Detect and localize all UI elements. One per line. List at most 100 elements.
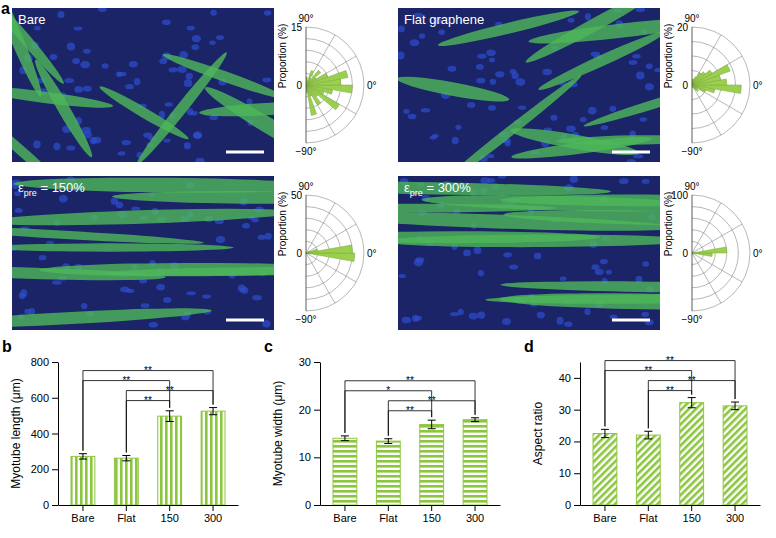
nucleus <box>162 19 171 25</box>
radial-axis-line <box>306 195 307 311</box>
y-tick-mark <box>314 410 320 411</box>
nucleus <box>242 223 250 229</box>
grid-spoke <box>692 253 742 282</box>
nucleus <box>195 158 204 162</box>
scale-bar <box>226 151 264 154</box>
y-tick-mark <box>574 473 580 474</box>
grid-spoke <box>692 224 742 253</box>
x-tick: Flat <box>117 505 135 524</box>
bar <box>463 420 487 505</box>
bar <box>636 435 660 505</box>
nucleus <box>186 73 193 80</box>
grid-spoke <box>692 203 721 253</box>
nucleus <box>163 138 170 142</box>
wedge <box>692 65 730 85</box>
x-tick-label: Flat <box>639 512 657 524</box>
nucleus <box>518 106 526 110</box>
x-tick: 300 <box>204 505 222 524</box>
nucleus <box>476 78 485 84</box>
myotube <box>12 206 274 229</box>
nucleus <box>455 125 461 130</box>
x-tick: Bare <box>593 505 616 524</box>
grid-circle <box>306 50 341 120</box>
error-bar <box>341 436 349 441</box>
y-tick-mark <box>52 398 58 399</box>
wedge <box>692 77 696 85</box>
bar <box>158 416 182 505</box>
radial-axis-title: Proportion (%) <box>663 192 674 256</box>
y-tick-label: 800 <box>31 356 49 368</box>
y-tick-label: 0 <box>43 499 49 511</box>
nucleus <box>398 51 404 59</box>
significance-bracket <box>605 371 692 427</box>
x-tick: Bare <box>333 505 356 524</box>
significance-label: ** <box>122 375 130 386</box>
wedges <box>692 65 741 94</box>
grid-circle <box>692 195 750 311</box>
nucleus <box>629 60 638 65</box>
nucleus <box>39 255 47 260</box>
micrograph <box>398 176 660 330</box>
nucleus <box>238 285 246 293</box>
nucleus <box>403 109 409 114</box>
image-label: Flat graphene <box>404 12 484 27</box>
nucleus <box>80 61 90 68</box>
y-tick-mark <box>52 434 58 435</box>
myotube <box>509 123 640 160</box>
nucleus <box>495 71 504 77</box>
x-tick-label: 150 <box>423 512 441 524</box>
significance: ******** <box>605 355 735 429</box>
micrograph <box>12 176 274 330</box>
grid-circle <box>692 27 750 143</box>
y-tick-label: 0 <box>305 499 311 511</box>
nucleus <box>129 61 138 68</box>
y-axis-line <box>320 363 321 506</box>
myotube <box>434 71 585 162</box>
image-label-subscript: pre <box>410 188 423 198</box>
y-axis-title: Myotube length (μm) <box>9 378 23 488</box>
x-tick: Flat <box>639 505 657 524</box>
y-axis: 010203040 <box>559 363 581 512</box>
nucleus <box>432 134 439 138</box>
radial-tick-label: 0 <box>296 248 302 259</box>
x-axis: Bare Flat 150 300 <box>59 505 239 524</box>
significance-bracket <box>126 401 169 453</box>
y-tick: 10 <box>299 451 320 463</box>
image-label-subscript: pre <box>24 188 37 198</box>
x-tick-label: 300 <box>466 512 484 524</box>
panel-a-3: εpre = 300%0100Proportion (%)90°0°−90° <box>248 174 776 330</box>
nucleus <box>580 117 587 122</box>
nucleus <box>57 11 64 18</box>
nucleus <box>627 159 636 162</box>
grid-circle <box>306 39 352 132</box>
nucleus <box>487 178 495 183</box>
x-tick: 150 <box>161 505 179 524</box>
x-tick-mark <box>648 505 649 511</box>
significance-label: * <box>386 385 390 396</box>
bar <box>723 406 747 505</box>
x-axis: BareFlat150300 <box>321 505 501 524</box>
image-label: εpre = 300% <box>404 180 471 198</box>
nucleus <box>463 250 471 257</box>
grid-spoke <box>306 85 335 135</box>
significance-label: ** <box>144 365 152 376</box>
nucleus <box>410 39 420 46</box>
myotube <box>582 77 660 130</box>
nucleus <box>488 105 496 111</box>
nucleus <box>633 154 643 158</box>
nucleus <box>469 313 478 320</box>
nucleus <box>125 84 134 89</box>
myotube <box>12 243 234 251</box>
nucleus <box>542 69 552 75</box>
y-tick-label: 30 <box>299 356 311 368</box>
x-tick-mark <box>82 505 83 511</box>
nucleus <box>509 264 518 269</box>
radial-tick-label: 0 <box>296 80 302 91</box>
nucleus <box>126 289 135 293</box>
nucleus <box>636 72 645 80</box>
nucleus <box>50 54 58 60</box>
x-tick-label: Bare <box>71 512 94 524</box>
x-tick-label: Flat <box>117 512 135 524</box>
y-axis-line <box>580 363 581 506</box>
angle-tick-label: −90° <box>296 146 317 157</box>
